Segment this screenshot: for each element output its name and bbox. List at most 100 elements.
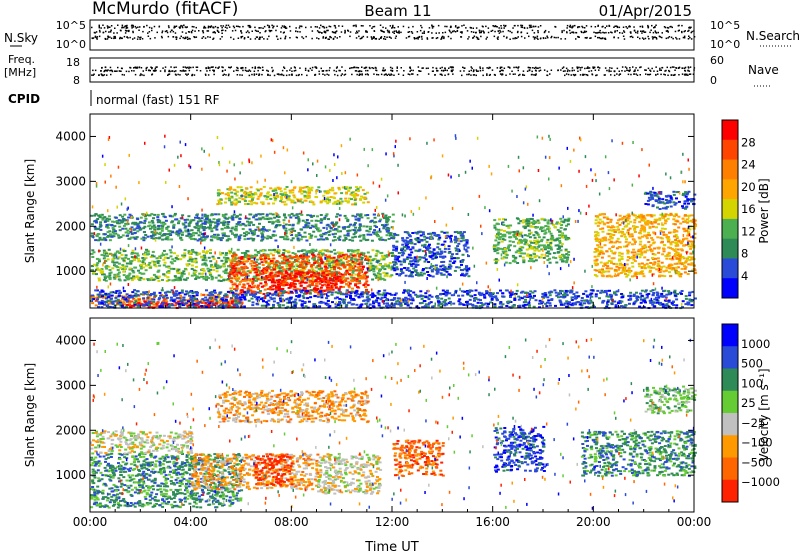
freq-sample	[254, 68, 256, 70]
noise-sample	[207, 30, 209, 32]
data-pixel	[138, 279, 141, 281]
data-pixel	[235, 272, 238, 274]
data-pixel	[153, 224, 156, 226]
data-pixel	[288, 229, 291, 231]
noise-sample	[655, 30, 657, 32]
freq-sample	[168, 71, 170, 73]
data-pixel	[279, 262, 282, 264]
data-pixel	[366, 262, 369, 264]
data-pixel	[250, 221, 253, 223]
data-pixel	[136, 253, 139, 255]
freq-sample	[358, 75, 360, 77]
data-pixel	[291, 263, 294, 265]
data-pixel	[262, 231, 265, 233]
noise-sample	[320, 25, 322, 27]
data-pixel	[191, 275, 194, 277]
freq-sample	[605, 67, 607, 69]
data-pixel	[252, 291, 255, 293]
data-pixel	[374, 217, 377, 219]
freq-sample	[183, 66, 185, 68]
noise-sample	[389, 37, 391, 39]
data-pixel	[335, 216, 338, 218]
noise-sample	[555, 26, 557, 28]
noise-sample	[122, 25, 124, 27]
data-pixel	[215, 277, 218, 279]
data-pixel	[174, 213, 177, 215]
data-pixel	[303, 226, 306, 228]
data-pixel	[265, 267, 268, 269]
freq-sample	[390, 67, 392, 69]
data-pixel	[97, 233, 100, 235]
noise-sample	[91, 27, 93, 29]
noise-sample	[122, 27, 124, 29]
noise-sample	[99, 36, 101, 38]
noise-sample	[467, 30, 469, 32]
data-pixel	[426, 241, 429, 243]
freq-sample	[367, 73, 369, 75]
data-pixel	[325, 270, 328, 272]
freq-sample	[547, 71, 549, 73]
data-pixel	[238, 272, 241, 274]
data-pixel	[307, 263, 310, 265]
freq-left-tick-bottom: 8	[73, 74, 80, 87]
data-pixel	[99, 224, 102, 226]
data-pixel	[118, 276, 121, 278]
data-pixel	[214, 213, 217, 215]
freq-sample	[165, 66, 167, 68]
freq-sample	[322, 74, 324, 76]
noise-sample	[499, 30, 501, 32]
freq-sample	[544, 69, 546, 71]
data-pixel	[237, 267, 240, 269]
data-pixel	[372, 265, 375, 267]
data-pixel	[216, 265, 219, 267]
data-pixel	[290, 265, 293, 267]
freq-sample	[549, 73, 551, 75]
freq-sample	[409, 67, 411, 69]
data-pixel	[105, 253, 108, 255]
noise-sample	[455, 31, 457, 33]
data-pixel	[210, 230, 213, 232]
data-pixel	[124, 279, 127, 281]
data-pixel	[316, 215, 319, 217]
data-pixel	[337, 187, 340, 189]
data-pixel	[313, 262, 316, 264]
data-pixel	[246, 260, 249, 262]
data-pixel	[267, 255, 270, 257]
noise-left-label: N.Sky	[4, 31, 38, 45]
data-pixel	[149, 279, 152, 281]
noise-sample	[333, 38, 335, 40]
noise-sample	[162, 30, 164, 32]
data-pixel	[311, 267, 314, 269]
noise-sample	[125, 32, 127, 34]
data-pixel	[238, 237, 241, 239]
freq-sample	[628, 74, 630, 76]
data-pixel	[136, 218, 139, 220]
noise-sample	[365, 31, 367, 33]
noise-sample	[689, 27, 691, 29]
freq-sample	[101, 67, 103, 69]
noise-sample	[647, 36, 649, 38]
data-pixel	[307, 285, 310, 287]
data-pixel	[255, 271, 258, 273]
data-pixel	[272, 213, 275, 215]
freq-sample	[637, 70, 639, 72]
data-pixel	[352, 261, 355, 263]
data-pixel	[259, 257, 262, 259]
freq-sample	[192, 67, 194, 69]
freq-sample	[162, 67, 164, 69]
data-pixel	[230, 230, 233, 232]
noise-sample	[421, 36, 423, 38]
noise-sample	[280, 31, 282, 33]
data-pixel	[240, 289, 243, 291]
noise-sample	[319, 27, 321, 29]
data-pixel	[293, 196, 296, 198]
data-pixel	[294, 273, 297, 275]
noise-sample	[124, 36, 126, 38]
data-pixel	[209, 260, 212, 262]
data-pixel	[290, 239, 293, 241]
noise-sample	[247, 30, 249, 32]
freq-sample	[678, 74, 680, 76]
freq-sample	[659, 68, 661, 70]
noise-sample	[570, 32, 572, 34]
data-pixel	[379, 252, 382, 254]
